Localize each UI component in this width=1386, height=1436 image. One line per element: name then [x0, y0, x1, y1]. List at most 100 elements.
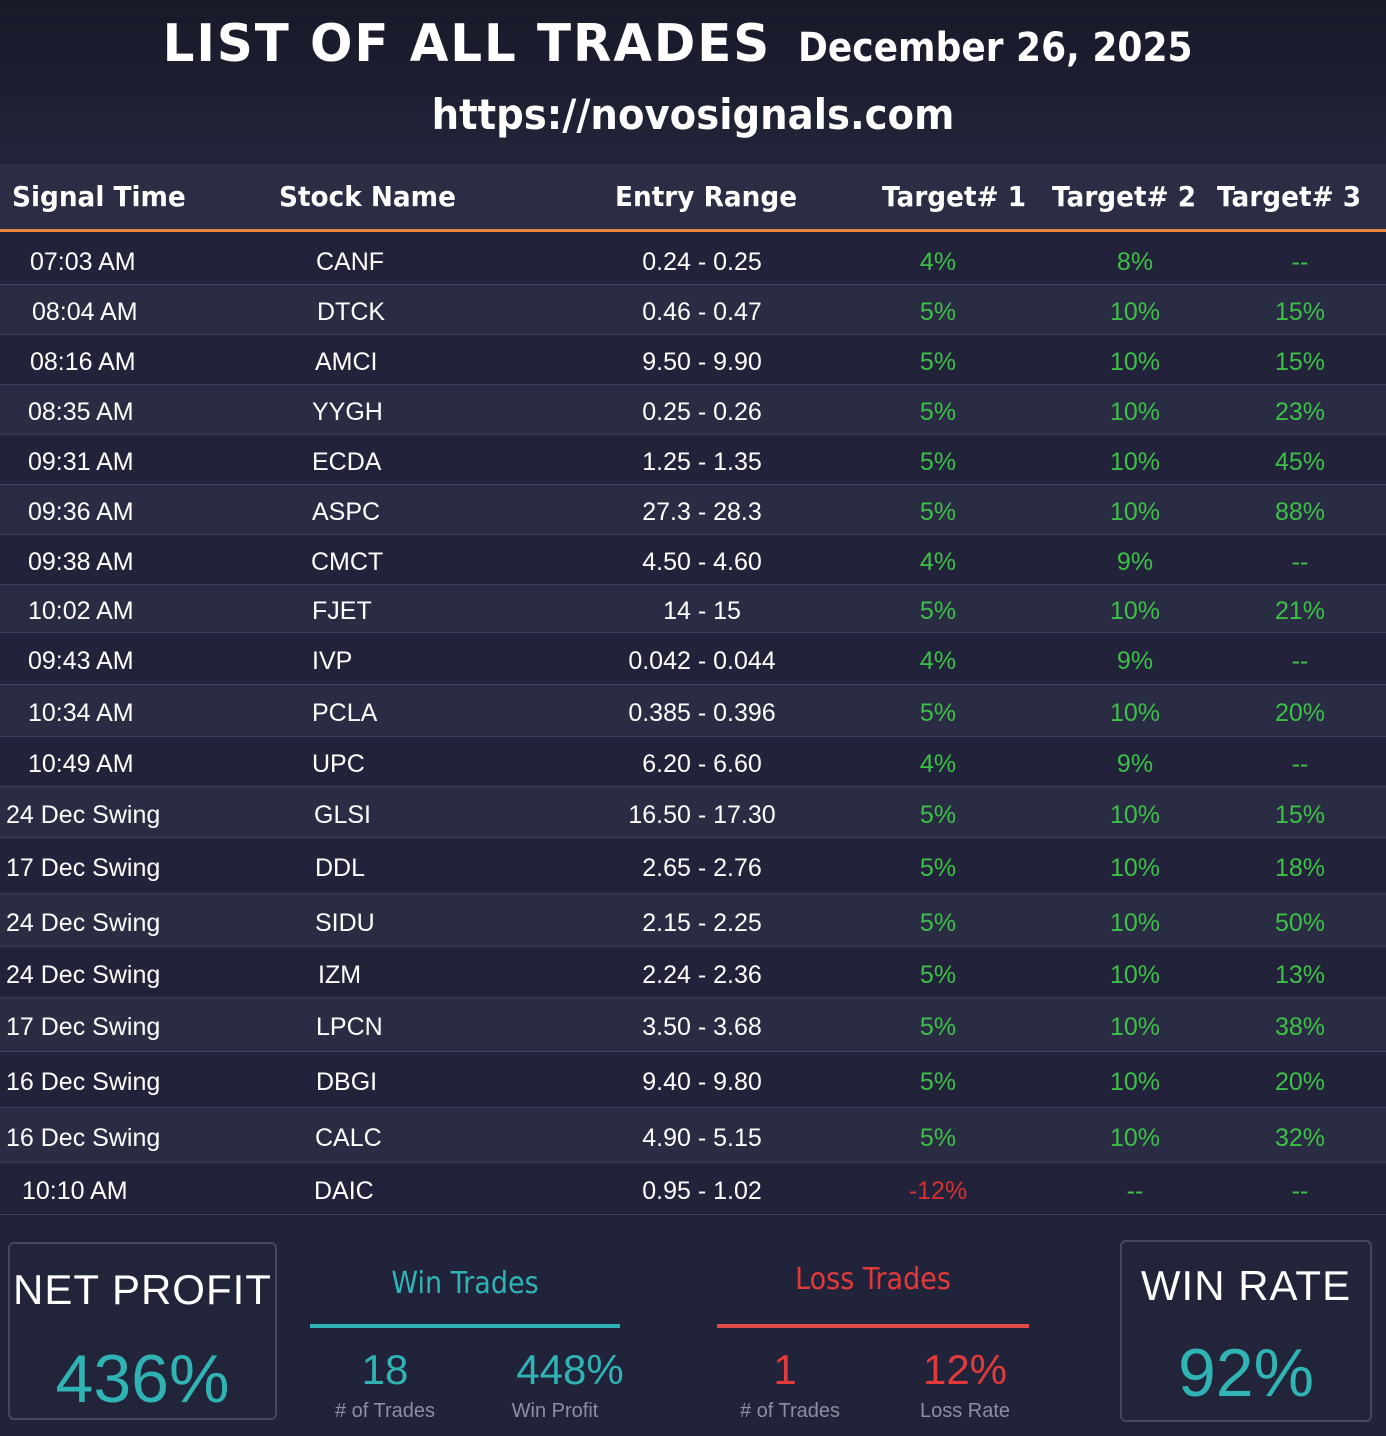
win-profit: 448% [516, 1346, 624, 1393]
col-target-1: Target# 1 [882, 180, 1027, 213]
signal-time-cell: 09:43 AM [28, 647, 134, 675]
target-2-cell: 10% [1109, 298, 1161, 326]
target-2-cell: 9% [1116, 647, 1154, 675]
target-3-cell: 18% [1274, 854, 1326, 882]
stock-name-cell: DTCK [317, 298, 386, 326]
target-2-cell: 10% [1109, 348, 1161, 376]
table-row: 17 Dec Swing LPCN 3.50 - 3.68 5% 10% 38% [0, 998, 1386, 1052]
col-target-3: Target# 3 [1217, 180, 1362, 213]
signal-time-cell: 16 Dec Swing [6, 1124, 161, 1152]
win-rate-label: WIN RATE [1140, 1262, 1352, 1309]
entry-range-cell: 4.50 - 4.60 [642, 548, 762, 576]
win-count: 18 [361, 1346, 409, 1393]
stock-name-cell: FJET [312, 597, 372, 625]
table-row: 24 Dec Swing IZM 2.24 - 2.36 5% 10% 13% [0, 947, 1386, 998]
target-3-cell: 15% [1274, 298, 1326, 326]
col-stock-name: Stock Name [279, 180, 456, 213]
col-target-2: Target# 2 [1052, 180, 1197, 213]
target-1-cell: 5% [919, 1124, 957, 1152]
entry-range-cell: 2.15 - 2.25 [642, 909, 762, 937]
table-row: 07:03 AM CANF 0.24 - 0.25 4% 8% -- [0, 235, 1386, 285]
win-trades-rule [310, 1324, 620, 1328]
target-2-cell: 10% [1109, 398, 1161, 426]
signal-time-cell: 24 Dec Swing [6, 801, 161, 829]
win-profit-label: Win Profit [511, 1400, 599, 1422]
page-title: LIST OF ALL TRADES [162, 14, 772, 74]
loss-rate-label: Loss Rate [919, 1400, 1011, 1422]
entry-range-cell: 0.24 - 0.25 [642, 248, 762, 276]
signal-time-cell: 10:02 AM [28, 597, 134, 625]
stock-name-cell: PCLA [312, 699, 378, 727]
target-1-cell: 4% [919, 548, 957, 576]
target-3-cell: 88% [1274, 498, 1326, 526]
entry-range-cell: 0.385 - 0.396 [628, 699, 776, 727]
loss-rate: 12% [922, 1346, 1008, 1393]
table-row: 08:35 AM YYGH 0.25 - 0.26 5% 10% 23% [0, 385, 1386, 435]
report-date: December 26, 2025 [797, 25, 1193, 71]
target-3-cell: 20% [1274, 1068, 1326, 1096]
entry-range-cell: 4.90 - 5.15 [642, 1124, 762, 1152]
table-header: Signal Time Stock Name Entry Range Targe… [0, 164, 1386, 232]
signal-time-cell: 10:34 AM [28, 699, 134, 727]
target-3-cell: -- [1291, 647, 1309, 675]
target-3-cell: 38% [1274, 1013, 1326, 1041]
stock-name-cell: DBGI [316, 1068, 378, 1096]
win-rate-value: 92% [1177, 1335, 1315, 1411]
table-row: 09:43 AM IVP 0.042 - 0.044 4% 9% -- [0, 633, 1386, 685]
target-1-cell: 5% [919, 597, 957, 625]
target-3-cell: 50% [1274, 909, 1326, 937]
target-1-cell: 5% [919, 348, 957, 376]
signal-time-cell: 17 Dec Swing [6, 1013, 161, 1041]
target-2-cell: 10% [1109, 699, 1161, 727]
target-3-cell: -- [1291, 1177, 1309, 1205]
target-2-cell: 10% [1109, 1068, 1161, 1096]
target-3-cell: -- [1291, 248, 1309, 276]
loss-count: 1 [773, 1346, 797, 1393]
target-3-cell: 45% [1274, 448, 1326, 476]
entry-range-cell: 14 - 15 [663, 597, 741, 625]
stock-name-cell: ECDA [312, 448, 382, 476]
table-row: 09:36 AM ASPC 27.3 - 28.3 5% 10% 88% [0, 485, 1386, 535]
target-3-cell: 20% [1274, 699, 1326, 727]
target-1-cell: 4% [919, 647, 957, 675]
target-3-cell: 21% [1274, 597, 1326, 625]
entry-range-cell: 0.95 - 1.02 [642, 1177, 762, 1205]
target-3-cell: 13% [1274, 961, 1326, 989]
entry-range-cell: 9.50 - 9.90 [642, 348, 762, 376]
table-row: 10:10 AM DAIC 0.95 - 1.02 -12% -- -- [0, 1163, 1386, 1215]
table-row: 24 Dec Swing SIDU 2.15 - 2.25 5% 10% 50% [0, 894, 1386, 947]
signal-time-cell: 08:16 AM [30, 348, 136, 376]
stock-name-cell: AMCI [315, 348, 378, 376]
target-1-cell: 5% [919, 909, 957, 937]
target-2-cell: 10% [1109, 448, 1161, 476]
table-row: 16 Dec Swing CALC 4.90 - 5.15 5% 10% 32% [0, 1108, 1386, 1163]
loss-trades-title: Loss Trades [795, 1262, 951, 1297]
loss-count-label: # of Trades [739, 1400, 841, 1422]
entry-range-cell: 0.042 - 0.044 [628, 647, 776, 675]
table-row: 24 Dec Swing GLSI 16.50 - 17.30 5% 10% 15% [0, 787, 1386, 838]
table-row: 08:16 AM AMCI 9.50 - 9.90 5% 10% 15% [0, 335, 1386, 385]
target-2-cell: -- [1126, 1177, 1144, 1205]
stock-name-cell: YYGH [312, 398, 383, 426]
target-2-cell: 8% [1116, 248, 1154, 276]
stock-name-cell: CMCT [311, 548, 384, 576]
entry-range-cell: 27.3 - 28.3 [642, 498, 762, 526]
entry-range-cell: 2.24 - 2.36 [642, 961, 762, 989]
target-1-cell: 4% [919, 750, 957, 778]
site-url: https://novosignals.com [431, 90, 955, 139]
entry-range-cell: 0.46 - 0.47 [642, 298, 762, 326]
net-profit-label: NET PROFIT [13, 1266, 272, 1313]
entry-range-cell: 2.65 - 2.76 [642, 854, 762, 882]
target-1-cell: 5% [919, 699, 957, 727]
entry-range-cell: 3.50 - 3.68 [642, 1013, 762, 1041]
target-2-cell: 9% [1116, 548, 1154, 576]
stock-name-cell: IZM [318, 961, 362, 989]
win-trades-title: Win Trades [391, 1266, 539, 1301]
table-row: 17 Dec Swing DDL 2.65 - 2.76 5% 10% 18% [0, 838, 1386, 894]
stock-name-cell: IVP [312, 647, 353, 675]
target-1-cell: 5% [919, 801, 957, 829]
target-2-cell: 10% [1109, 909, 1161, 937]
stock-name-cell: UPC [312, 750, 365, 778]
target-2-cell: 10% [1109, 961, 1161, 989]
signal-time-cell: 09:36 AM [28, 498, 134, 526]
